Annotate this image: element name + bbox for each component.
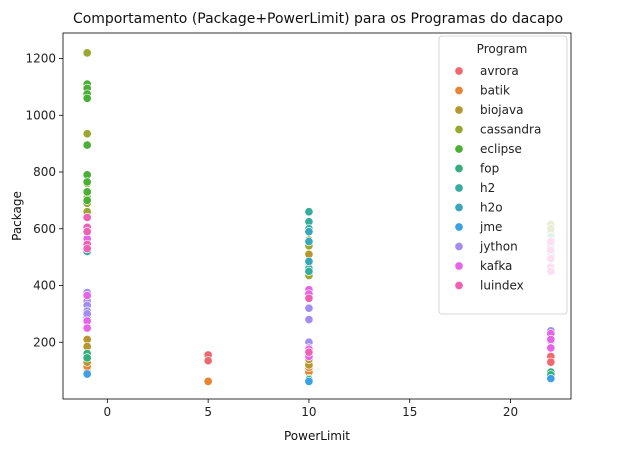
y-tick-label-0: 200 — [33, 335, 56, 349]
x-axis-label: PowerLimit — [284, 429, 350, 443]
legend-label-11: luindex — [480, 279, 524, 293]
legend-label-1: batik — [480, 84, 510, 98]
point-7-4 — [304, 256, 314, 266]
legend: Program avrora batik biojava cassandra e… — [438, 35, 568, 315]
y-tick-label-4: 1000 — [25, 108, 56, 122]
point-4-6 — [82, 177, 92, 187]
legend-label-9: jython — [479, 240, 518, 254]
y-tick-label-5: 1200 — [25, 52, 56, 66]
y-tick-label-3: 800 — [33, 165, 56, 179]
legend-label-10: kafka — [480, 259, 512, 273]
legend-frame — [438, 35, 568, 315]
point-11-5 — [304, 293, 314, 303]
point-4-8 — [82, 195, 92, 205]
y-axis-label: Package — [10, 191, 24, 241]
point-4-7 — [82, 187, 92, 197]
x-tick-label-3: 15 — [402, 405, 417, 419]
point-4-3 — [82, 93, 92, 103]
point-5-2 — [82, 353, 92, 363]
y-tick-label-2: 600 — [33, 222, 56, 236]
legend-label-8: jme — [479, 220, 502, 234]
legend-label-2: biojava — [480, 103, 523, 117]
legend-title: Program — [477, 42, 528, 56]
point-4-4 — [82, 140, 92, 150]
point-0-4 — [203, 356, 213, 366]
x-tick-label-1: 5 — [204, 405, 212, 419]
x-tick-label-2: 10 — [301, 405, 316, 419]
point-3-1 — [82, 129, 92, 139]
chart-title: Comportamento (Package+PowerLimit) para … — [73, 11, 563, 27]
legend-marker-10 — [454, 261, 464, 271]
points-layer — [82, 48, 556, 386]
point-8-0 — [82, 369, 92, 379]
point-1-2 — [203, 376, 213, 386]
point-8-2 — [546, 374, 556, 384]
legend-marker-5 — [454, 163, 464, 174]
point-3-0 — [82, 48, 92, 58]
x-axis: 0 5 10 15 20 — [104, 399, 518, 419]
point-7-2 — [304, 227, 314, 237]
point-7-3 — [304, 236, 314, 247]
point-11-2 — [82, 227, 92, 237]
point-6-8 — [304, 266, 314, 276]
legend-items: avrora batik biojava cassandra eclipse f… — [454, 64, 541, 293]
legend-marker-4 — [454, 144, 464, 154]
x-tick-label-0: 0 — [104, 405, 112, 419]
legend-marker-11 — [454, 280, 464, 291]
legend-marker-7 — [454, 202, 464, 213]
legend-marker-8 — [454, 222, 464, 232]
x-tick-label-4: 20 — [503, 405, 518, 419]
point-9-7 — [304, 315, 314, 325]
point-6-3 — [304, 207, 314, 217]
y-axis: 200 400 600 800 1000 1200 — [25, 52, 63, 349]
point-8-1 — [304, 376, 314, 386]
point-11-4 — [82, 244, 92, 254]
point-10-10 — [546, 334, 556, 344]
point-10-2 — [82, 323, 92, 333]
point-10-11 — [546, 343, 556, 353]
legend-label-7: h2o — [480, 201, 503, 215]
point-0-8 — [546, 357, 556, 367]
point-10-0 — [82, 290, 92, 300]
legend-marker-3 — [454, 124, 464, 135]
legend-label-5: fop — [480, 162, 499, 176]
legend-marker-9 — [454, 241, 464, 252]
legend-marker-2 — [454, 105, 464, 115]
y-tick-label-1: 400 — [33, 279, 56, 293]
legend-label-0: avrora — [480, 64, 519, 78]
point-11-6 — [304, 347, 314, 357]
point-9-6 — [304, 303, 314, 313]
plot-frame — [62, 32, 572, 400]
legend-marker-6 — [454, 183, 464, 193]
legend-label-6: h2 — [480, 181, 495, 195]
legend-label-3: cassandra — [480, 123, 541, 137]
legend-marker-1 — [454, 85, 464, 96]
legend-marker-0 — [454, 66, 464, 76]
legend-label-4: eclipse — [480, 142, 522, 156]
point-11-0 — [82, 212, 92, 222]
